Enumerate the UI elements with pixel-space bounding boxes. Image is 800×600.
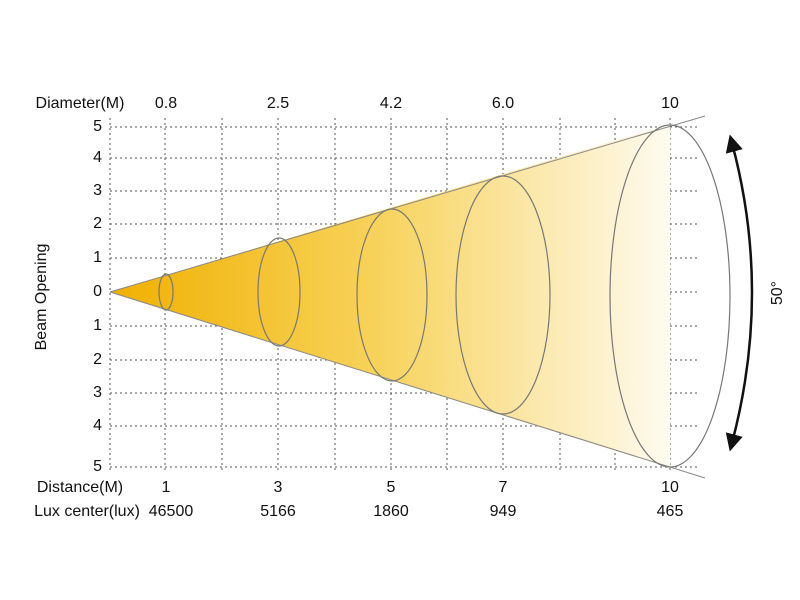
beam-sections [158,124,731,468]
beam-tick: 4 [93,149,102,166]
diameter-value: 4.2 [380,95,402,112]
beam-tick: 3 [93,182,102,199]
angle-label: 50° [769,281,786,305]
distance-value: 10 [661,479,679,496]
diameter-value: 6.0 [492,95,514,112]
lux-value: 1860 [373,503,409,520]
lux-value: 949 [490,503,517,520]
beam-tick: 1 [93,249,102,266]
section [455,175,551,415]
beam-tick: 3 [93,384,102,401]
diameter-label: Diameter(M) [36,95,125,112]
beam-edge [109,291,706,479]
distance-value: 5 [387,479,396,496]
beam-cone [110,124,670,468]
beam-tick: 5 [93,458,102,475]
section [158,273,174,311]
beam-tick: 5 [93,118,102,135]
diameter-value: 0.8 [155,95,177,112]
lux-label: Lux center(lux) [34,503,140,520]
beam-edge [109,115,706,293]
diameter-value: 10 [661,95,679,112]
beam-tick: 0 [93,283,102,300]
beam-tick: 2 [93,215,102,232]
lux-value: 5166 [260,503,296,520]
section [257,237,301,347]
beam-axis-label: Beam Opening [33,244,50,351]
lux-value: 46500 [149,503,194,520]
section [356,208,428,382]
beam-tick: 1 [93,317,102,334]
distance-value: 7 [499,479,508,496]
distance-value: 1 [162,479,171,496]
angle-arrow [725,134,754,452]
lux-value: 465 [657,503,684,520]
distance-label: Distance(M) [37,479,123,496]
diameter-value: 2.5 [267,95,289,112]
distance-value: 3 [274,479,283,496]
beam-tick: 2 [93,351,102,368]
beam-tick: 4 [93,417,102,434]
